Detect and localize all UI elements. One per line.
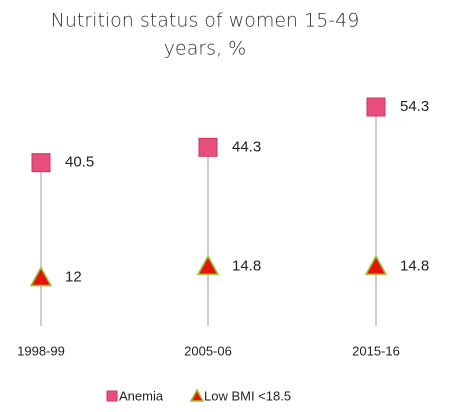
data-point — [196, 254, 220, 276]
chart-title: Nutrition status of women 15-49 — [51, 10, 360, 32]
data-label: 40.5 — [65, 154, 94, 171]
data-label: 44.3 — [232, 138, 261, 155]
data-label: 14.8 — [400, 257, 429, 274]
data-label: 14.8 — [232, 257, 261, 274]
data-label: 12 — [65, 269, 82, 286]
x-tick-label: 1998-99 — [17, 343, 65, 358]
data-point — [198, 137, 218, 157]
chart-title: years, % — [164, 38, 246, 60]
data-point — [29, 265, 53, 287]
legend-marker — [189, 388, 205, 402]
x-tick-label: 2005-06 — [184, 343, 232, 358]
data-point — [31, 153, 51, 173]
legend-label: Anemia — [119, 388, 164, 403]
data-point — [366, 97, 386, 117]
legend-marker — [106, 390, 118, 402]
x-tick-label: 2015-16 — [352, 343, 400, 358]
data-point — [364, 254, 388, 276]
data-label: 54.3 — [400, 98, 429, 115]
legend-label: Low BMI <18.5 — [204, 388, 291, 403]
